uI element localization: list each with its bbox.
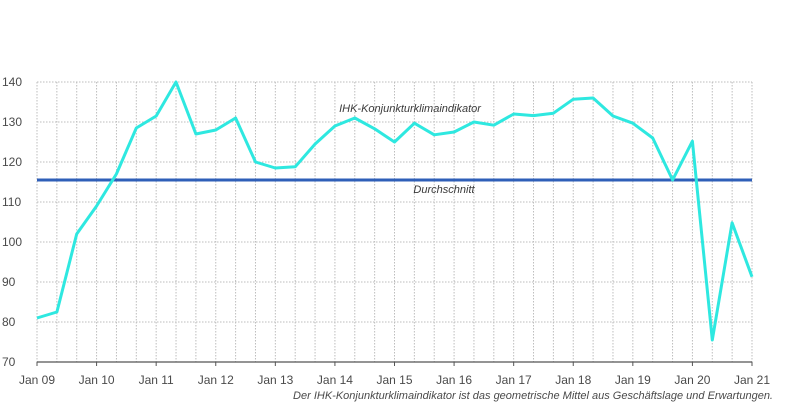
y-axis-tick-labels: 140 130 120 110 100 90 80 70 xyxy=(2,75,22,369)
indicator-series-label: IHK-Konjunkturklimaindikator xyxy=(339,103,482,115)
x-tick-label: Jan 10 xyxy=(79,373,115,387)
y-tick-label: 130 xyxy=(2,115,22,129)
x-tick-label: Jan 19 xyxy=(615,373,651,387)
x-tick-label: Jan 13 xyxy=(257,373,293,387)
x-tick-label: Jan 12 xyxy=(198,373,234,387)
x-tick-label: Jan 17 xyxy=(496,373,532,387)
x-tick-label: Jan 15 xyxy=(376,373,412,387)
x-tick-label: Jan 11 xyxy=(139,373,174,387)
x-tick-label: Jan 16 xyxy=(436,373,472,387)
x-tick-label: Jan 14 xyxy=(317,373,353,387)
x-axis-tick-labels: Jan 09 Jan 10 Jan 11 Jan 12 Jan 13 Jan 14 Jan … xyxy=(19,362,770,387)
y-tick-label: 90 xyxy=(2,275,16,289)
y-tick-label: 110 xyxy=(2,195,21,209)
y-tick-label: 100 xyxy=(2,235,22,249)
chart-footnote: Der IHK-Konjunkturklimaindikator ist das… xyxy=(293,390,773,402)
y-tick-label: 120 xyxy=(2,155,22,169)
indicator-series-line xyxy=(36,80,754,342)
x-tick-label: Jan 09 xyxy=(19,373,55,387)
y-tick-label: 70 xyxy=(2,355,16,369)
x-tick-label: Jan 21 xyxy=(734,373,770,387)
x-tick-label: Jan 20 xyxy=(674,373,710,387)
x-tick-label: Jan 18 xyxy=(555,373,591,387)
y-tick-label: 80 xyxy=(2,315,16,329)
y-tick-label: 140 xyxy=(2,75,22,89)
average-series-label: Durchschnitt xyxy=(413,184,475,196)
